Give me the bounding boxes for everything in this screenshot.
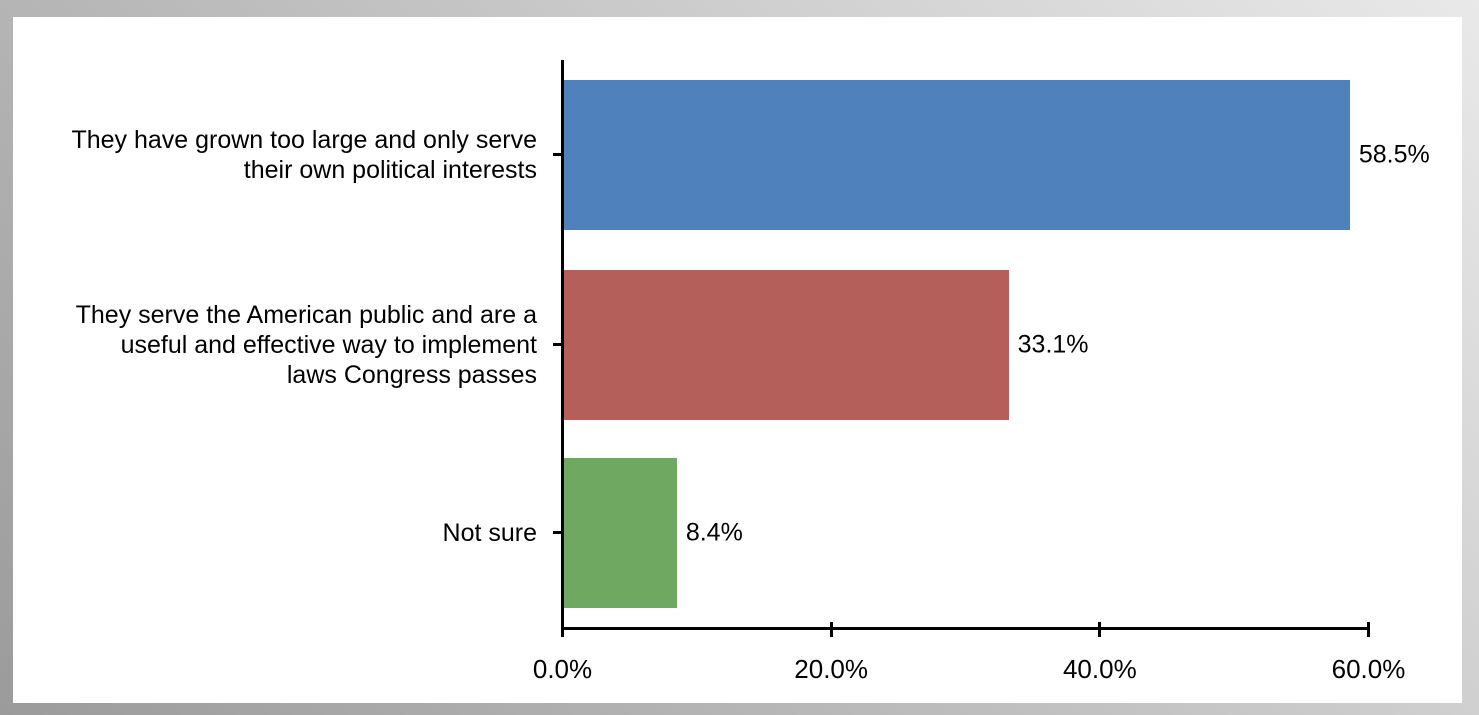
y-axis-tick-0	[553, 153, 562, 156]
category-label-1-line-3: laws Congress passes	[286, 361, 537, 389]
bar-0	[564, 80, 1350, 230]
x-axis-tick-0	[561, 622, 564, 637]
category-label-0: They have grown too large and only serve…	[13, 125, 537, 185]
x-axis-line	[561, 627, 1370, 630]
y-axis-tick-2	[553, 531, 562, 534]
value-label-0: 58.5%	[1358, 140, 1430, 169]
category-label-1-line-2: useful and effective way to implement	[120, 331, 537, 359]
x-axis-tick-2	[1098, 622, 1102, 637]
category-label-2-line-1: Not sure	[442, 519, 537, 547]
x-tick-label-1: 20.0%	[794, 654, 869, 684]
value-label-1: 33.1%	[1017, 330, 1089, 359]
category-label-0-line-1: They have grown too large and only serve	[71, 126, 537, 154]
x-axis-tick-3	[1367, 622, 1370, 637]
chart-panel: They have grown too large and only serve…	[13, 17, 1462, 703]
value-label-2: 8.4%	[685, 518, 743, 547]
y-axis-line	[561, 60, 564, 637]
category-label-2: Not sure	[13, 518, 537, 548]
x-axis-tick-1	[829, 622, 833, 637]
y-axis-tick-1	[553, 343, 562, 346]
category-label-1: They serve the American public and are a…	[13, 300, 537, 390]
bar-1	[564, 270, 1009, 420]
x-tick-label-0: 0.0%	[532, 654, 593, 684]
category-label-0-line-2: their own political interests	[243, 156, 537, 184]
category-label-1-line-1: They serve the American public and are a	[75, 301, 537, 329]
x-tick-label-2: 40.0%	[1062, 654, 1137, 684]
x-tick-label-3: 60.0%	[1331, 654, 1406, 684]
bar-2	[564, 458, 677, 608]
